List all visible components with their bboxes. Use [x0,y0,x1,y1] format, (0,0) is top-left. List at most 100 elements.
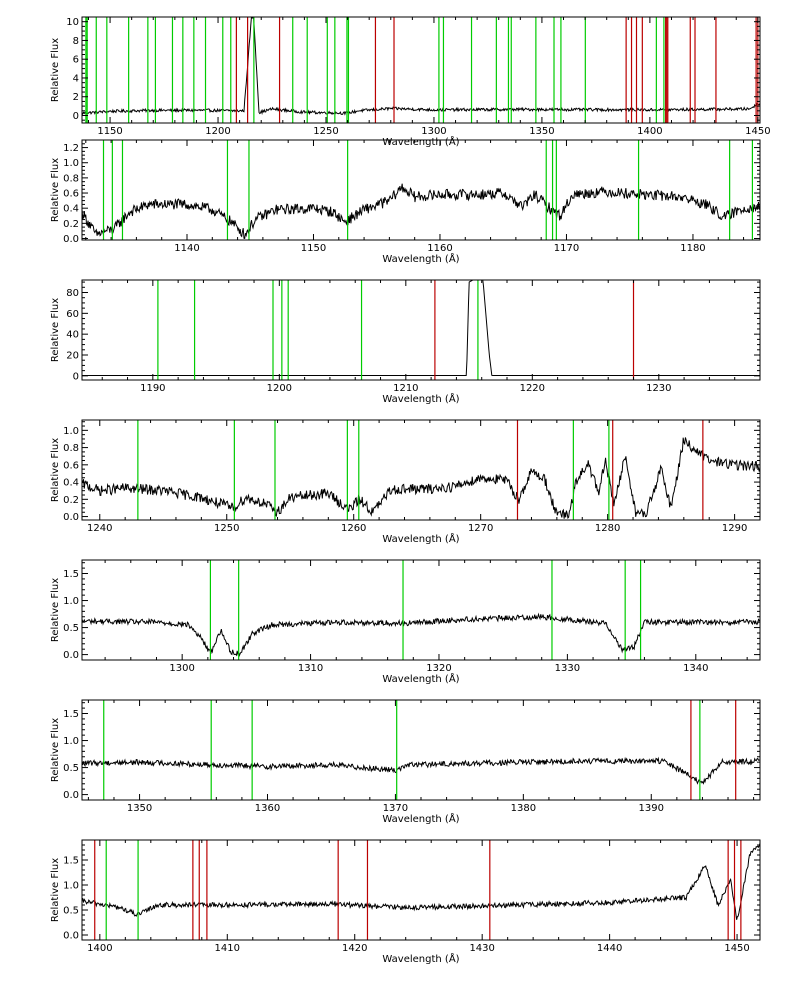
x-tick-label: 1170 [554,243,579,254]
panel-2: 1140 1150 1160 1170 1180 0.0 0.2 0.4 0.6 0.8 1.0 1.… [50,139,761,265]
y-tick-label: 8 [73,36,79,47]
x-tick-label: 1200 [267,383,292,394]
y-tick-label: 1.5 [63,569,79,580]
y-tick-label: 0.2 [63,495,79,506]
y-tick-label: 0.0 [63,234,79,245]
x-tick-label: 1140 [174,243,199,254]
plot-area [82,17,760,123]
x-tick-label: 1150 [301,243,326,254]
y-tick-label: 1.2 [63,143,79,154]
y-tick-label: 0.2 [63,219,79,230]
x-tick-label: 1400 [87,943,112,954]
x-tick-label: 1200 [205,126,230,137]
y-axis-label: Relative Flux [50,858,61,922]
y-tick-label: 1.0 [63,158,79,169]
x-tick-label: 1400 [637,126,662,137]
x-tick-label: 1230 [646,383,671,394]
axes-frame [81,559,761,661]
spectrum-line [82,17,760,116]
x-tick-label: 1190 [140,383,165,394]
x-tick-label: 1360 [255,803,280,814]
y-tick-label: 0.4 [63,478,79,489]
x-tick-label: 1350 [529,126,554,137]
y-tick-label: 1.0 [63,596,79,607]
x-tick-label: 1160 [427,243,452,254]
plot-area [82,700,760,800]
spectrum-line [82,756,760,785]
y-tick-label: 0 [73,371,79,382]
y-tick-label: 20 [66,351,79,362]
y-tick-label: 60 [66,309,79,320]
panel-3: 1190 1200 1210 1220 1230 0 20 40 60 80 Wavelength … [50,279,761,405]
x-tick-label: 1380 [511,803,536,814]
x-axis-label: Wavelength (Å) [382,135,459,148]
x-axis-label: Wavelength (Å) [382,812,459,825]
y-axis-label: Relative Flux [50,158,61,222]
plot-area [82,280,760,380]
axes-frame [81,279,761,381]
x-tick-label: 1300 [169,663,194,674]
y-tick-label: 1.0 [63,426,79,437]
panel-7: 1400 1410 1420 1430 1440 1450 0.0 0.5 1.0 1.5 Wave… [50,839,761,965]
panel-6: 1350 1360 1370 1380 1390 0.0 0.5 1.0 1.5 Waveleng… [50,699,761,825]
y-tick-label: 0.6 [63,460,79,471]
y-tick-label: 2 [73,92,79,103]
plot-area [82,560,760,660]
x-axis-label: Wavelength (Å) [382,672,459,685]
y-tick-label: 0.0 [63,650,79,661]
x-axis-label: Wavelength (Å) [382,532,459,545]
panel-1: 1150 1200 1250 1300 1350 1400 1450 0 2 4 6 8 10 Wavel… [50,16,771,148]
y-tick-label: 80 [66,288,79,299]
x-tick-label: 1260 [341,523,366,534]
x-tick-label: 1420 [342,943,367,954]
spectrum-line [82,437,760,519]
y-tick-label: 0.8 [63,443,79,454]
x-tick-label: 1330 [555,663,580,674]
y-tick-label: 0.6 [63,189,79,200]
x-tick-label: 1250 [214,523,239,534]
axes-frame [81,419,761,521]
x-axis-label: Wavelength (Å) [382,252,459,265]
y-tick-label: 0.0 [63,790,79,801]
axes-frame [81,16,761,124]
x-tick-label: 1250 [313,126,338,137]
x-tick-label: 1410 [215,943,240,954]
x-axis-label: Wavelength (Å) [382,952,459,965]
y-tick-label: 1.5 [63,709,79,720]
y-tick-label: 0.5 [63,623,79,634]
x-tick-label: 1280 [595,523,620,534]
y-tick-label: 40 [66,330,79,341]
panel-5: 1300 1310 1320 1330 1340 0.0 0.5 1.0 1.5 Waveleng… [50,559,761,685]
y-tick-label: 0.5 [63,763,79,774]
y-tick-label: 1.0 [63,736,79,747]
x-tick-label: 1300 [421,126,446,137]
panel-4: 1240 1250 1260 1270 1280 1290 0.0 0.2 0.4 0.6 0.8 1… [50,419,761,545]
x-tick-label: 1240 [87,523,112,534]
x-tick-label: 1340 [683,663,708,674]
y-axis-label: Relative Flux [50,438,61,502]
y-tick-label: 1.5 [63,856,79,867]
y-axis-label: Relative Flux [50,298,61,362]
plot-area [82,140,760,240]
x-tick-label: 1150 [97,126,122,137]
spectrum-line [82,280,760,377]
y-tick-label: 1.0 [63,881,79,892]
x-tick-label: 1270 [468,523,493,534]
y-axis-label: Relative Flux [50,718,61,782]
plot-area [82,840,760,940]
y-tick-label: 0.5 [63,906,79,917]
x-tick-label: 1180 [680,243,705,254]
spectrum-line [82,183,760,240]
x-tick-label: 1320 [426,663,451,674]
axes-frame [81,139,761,241]
x-tick-label: 1210 [393,383,418,394]
y-tick-label: 0.8 [63,173,79,184]
x-tick-label: 1370 [383,803,408,814]
spectrum-line [82,612,760,658]
x-tick-label: 1440 [597,943,622,954]
x-tick-label: 1350 [127,803,152,814]
y-tick-label: 10 [66,17,79,28]
y-axis-label: Relative Flux [50,38,61,102]
